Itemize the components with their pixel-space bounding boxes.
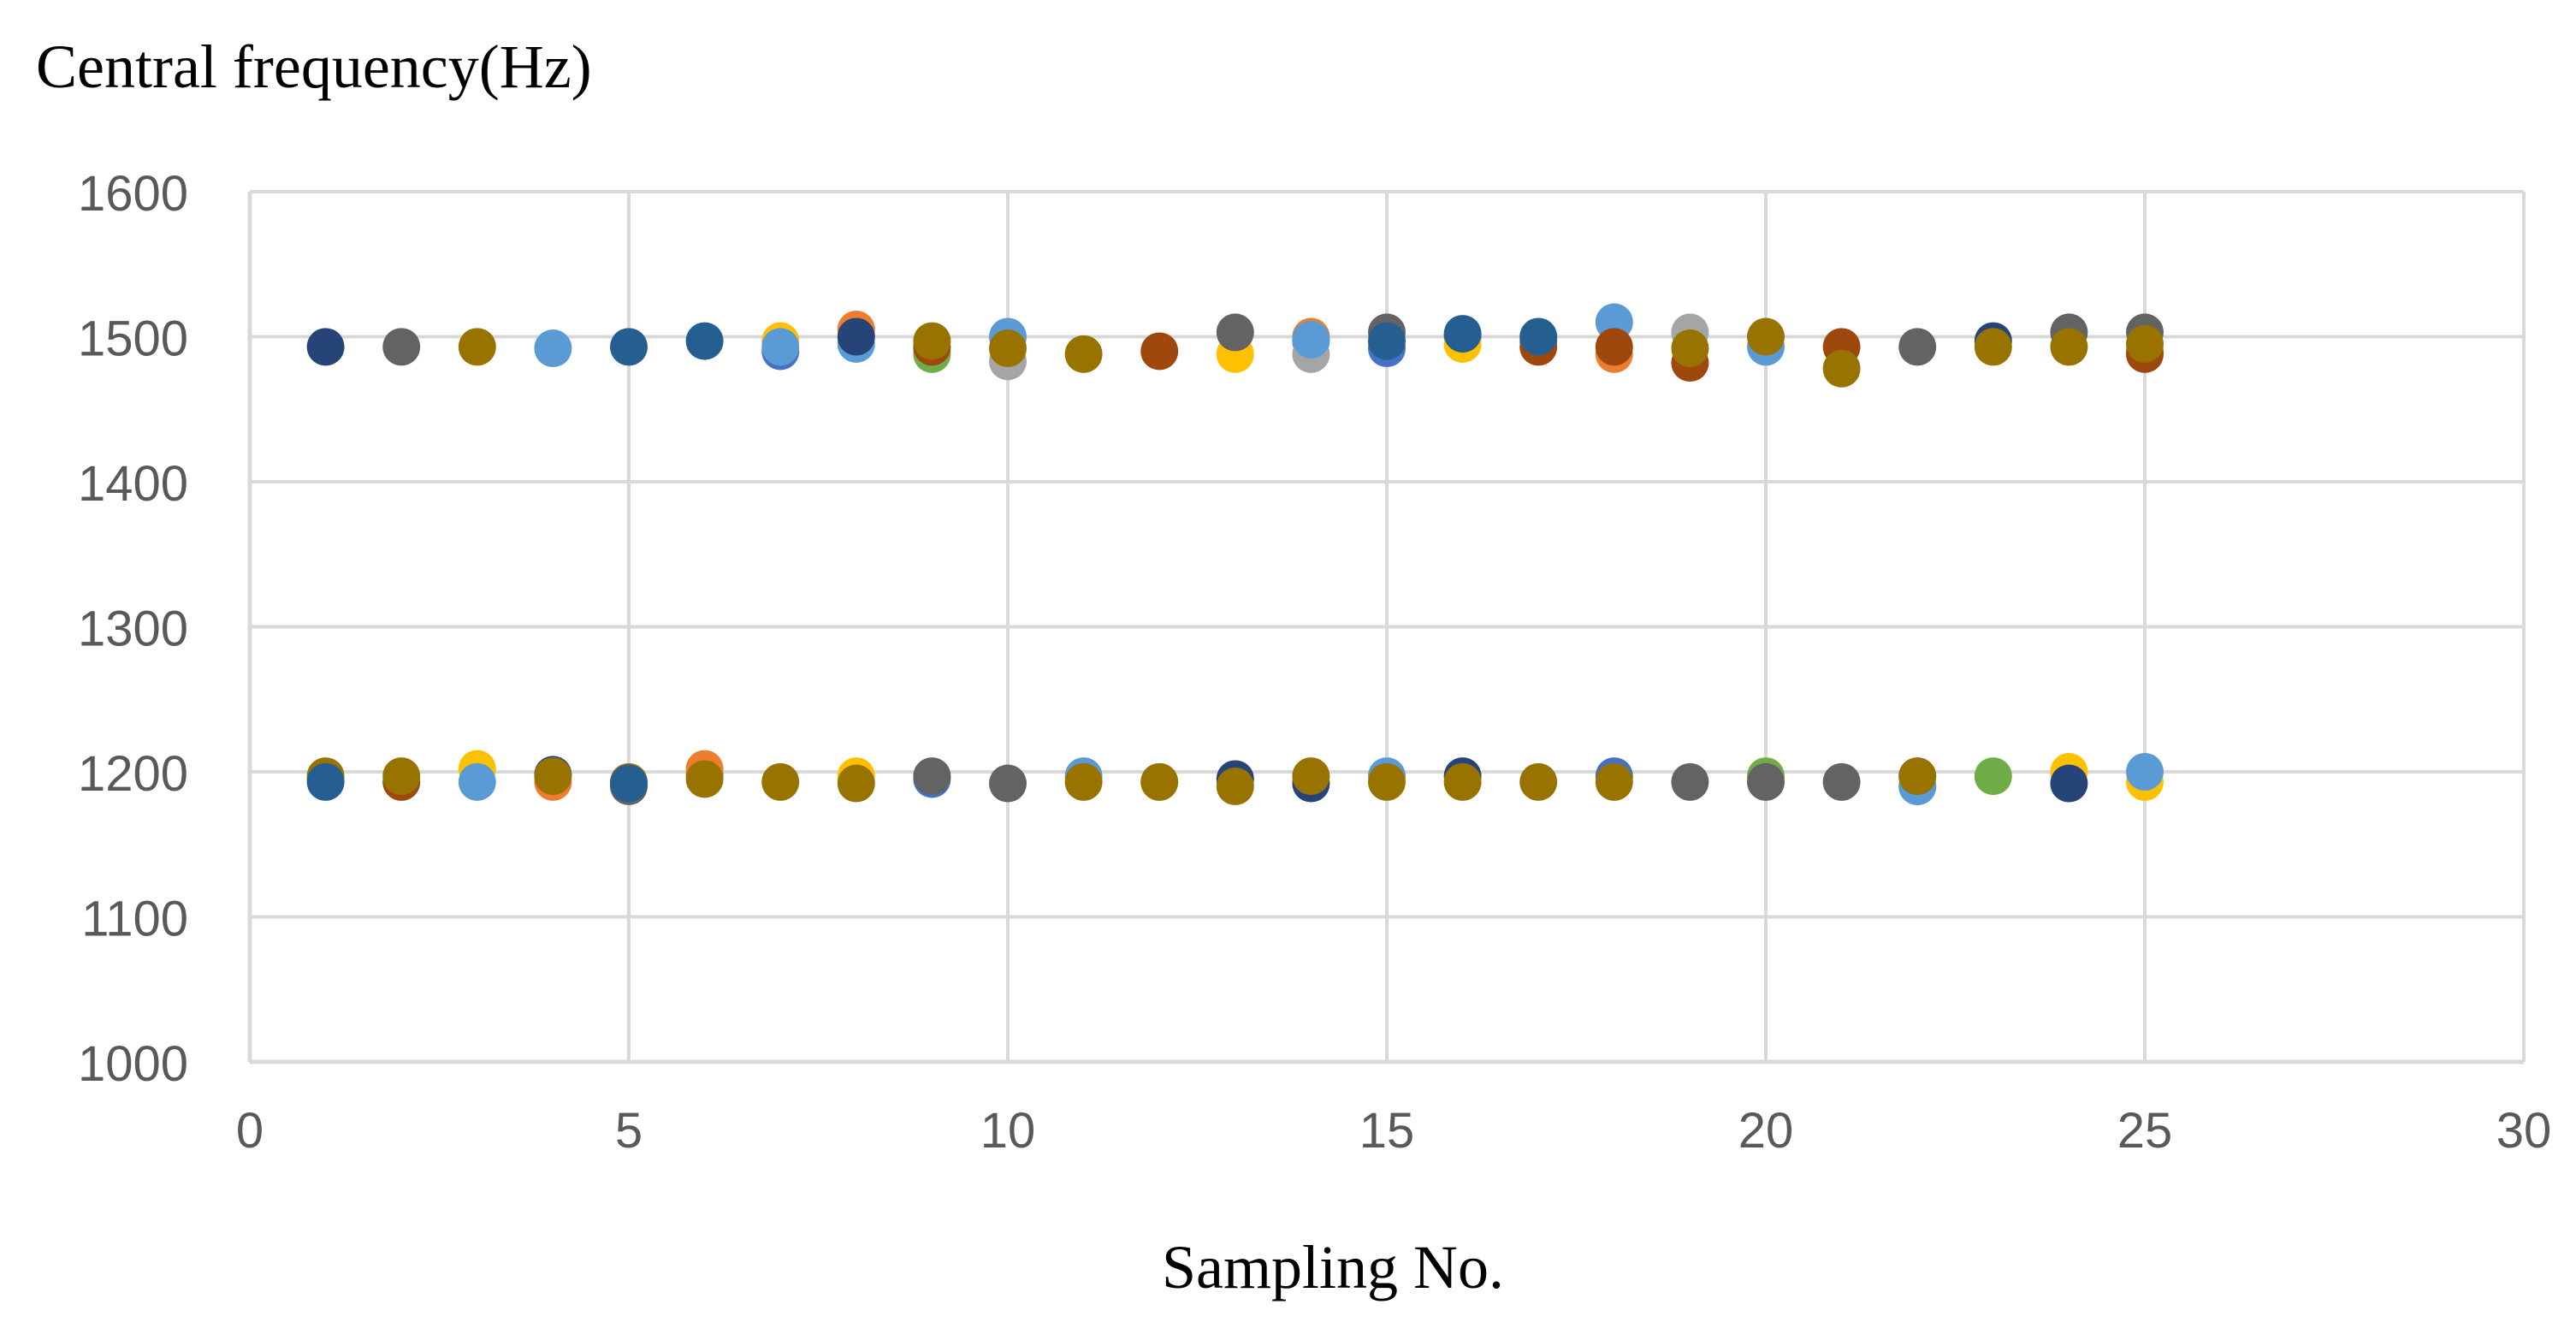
data-point-s10-13 <box>534 757 572 796</box>
y-axis-title: Central frequency(Hz) <box>36 33 592 101</box>
data-point-s9-13 <box>1747 762 1785 801</box>
data-point-s6-3 <box>1974 757 2012 796</box>
data-point-s11-7 <box>610 764 648 803</box>
x-tick-labels: 0 5 10 15 20 25 30 <box>236 1103 2551 1159</box>
data-point-s10-16 <box>761 762 800 801</box>
data-point-s8-1 <box>1140 332 1179 371</box>
data-point-s9-4 <box>1898 328 1937 366</box>
data-point-s5-5 <box>1292 320 1330 359</box>
data-point-s10-23 <box>1443 762 1482 801</box>
y-tick-label-1500: 1500 <box>78 311 188 367</box>
y-tick-label-1100: 1100 <box>81 892 188 947</box>
data-point-s10-8 <box>1974 328 2012 366</box>
data-point-s11-1 <box>610 328 648 366</box>
data-point-s10-12 <box>382 757 421 796</box>
x-tick-label-20: 20 <box>1738 1103 1794 1159</box>
data-point-s5-2 <box>761 328 800 366</box>
data-point-s10-5 <box>1671 329 1709 368</box>
axes <box>247 192 2524 1064</box>
data-point-s10-1 <box>458 328 496 366</box>
data-point-s11-6 <box>306 762 345 801</box>
data-point-s10-6 <box>1747 317 1785 356</box>
data-point-s10-18 <box>1064 762 1103 801</box>
data-point-s10-25 <box>1595 762 1633 801</box>
data-point-s10-9 <box>2050 328 2088 366</box>
data-point-s10-24 <box>1519 762 1558 801</box>
y-tick-labels: 1000 1100 1200 1300 1400 1500 1600 <box>78 166 188 1092</box>
data-point-s5-8 <box>458 762 496 801</box>
data-point-s10-4 <box>1064 335 1103 373</box>
data-point-s7-2 <box>837 317 875 356</box>
x-tick-label-30: 30 <box>2496 1103 2552 1159</box>
data-point-s10-20 <box>1216 767 1254 805</box>
data-point-s8-3 <box>1595 328 1633 366</box>
data-point-s10-21 <box>1292 757 1330 796</box>
data-point-s11-2 <box>685 322 724 360</box>
data-point-s7-1 <box>306 328 345 366</box>
x-tick-label-10: 10 <box>980 1103 1036 1159</box>
data-point-s7-7 <box>2050 764 2088 803</box>
data-point-s10-3 <box>989 329 1027 368</box>
data-point-s10-7 <box>1822 349 1861 388</box>
x-tick-label-25: 25 <box>2117 1103 2173 1159</box>
data-point-s10-15 <box>685 760 724 798</box>
data-point-s11-3 <box>1443 315 1482 353</box>
data-points <box>306 303 2164 805</box>
data-point-s10-2 <box>913 322 951 360</box>
data-point-s11-4 <box>1519 317 1558 356</box>
data-point-s9-10 <box>1822 762 1861 801</box>
data-point-s9-2 <box>1216 313 1254 352</box>
x-tick-label-15: 15 <box>1359 1103 1415 1159</box>
y-tick-label-1300: 1300 <box>78 602 188 657</box>
data-point-s10-10 <box>2126 324 2164 363</box>
x-axis-title: Sampling No. <box>1162 1233 1504 1301</box>
x-tick-label-0: 0 <box>236 1103 264 1159</box>
data-point-s10-17 <box>837 764 875 803</box>
data-point-s11-5 <box>1368 322 1406 360</box>
data-point-s9-1 <box>382 328 421 366</box>
data-point-s9-7 <box>913 757 951 796</box>
data-point-s10-26 <box>1898 757 1937 796</box>
x-tick-label-5: 5 <box>615 1103 643 1159</box>
data-point-s9-9 <box>1671 762 1709 801</box>
y-tick-label-1000: 1000 <box>78 1036 188 1092</box>
data-point-s5-1 <box>534 329 572 368</box>
data-point-s5-12 <box>2126 753 2164 791</box>
y-tick-label-1200: 1200 <box>78 746 188 802</box>
data-point-s10-19 <box>1140 762 1179 801</box>
y-tick-label-1400: 1400 <box>78 456 188 512</box>
data-point-s10-22 <box>1368 762 1406 801</box>
y-tick-label-1600: 1600 <box>78 166 188 222</box>
data-point-s9-8 <box>989 764 1027 803</box>
